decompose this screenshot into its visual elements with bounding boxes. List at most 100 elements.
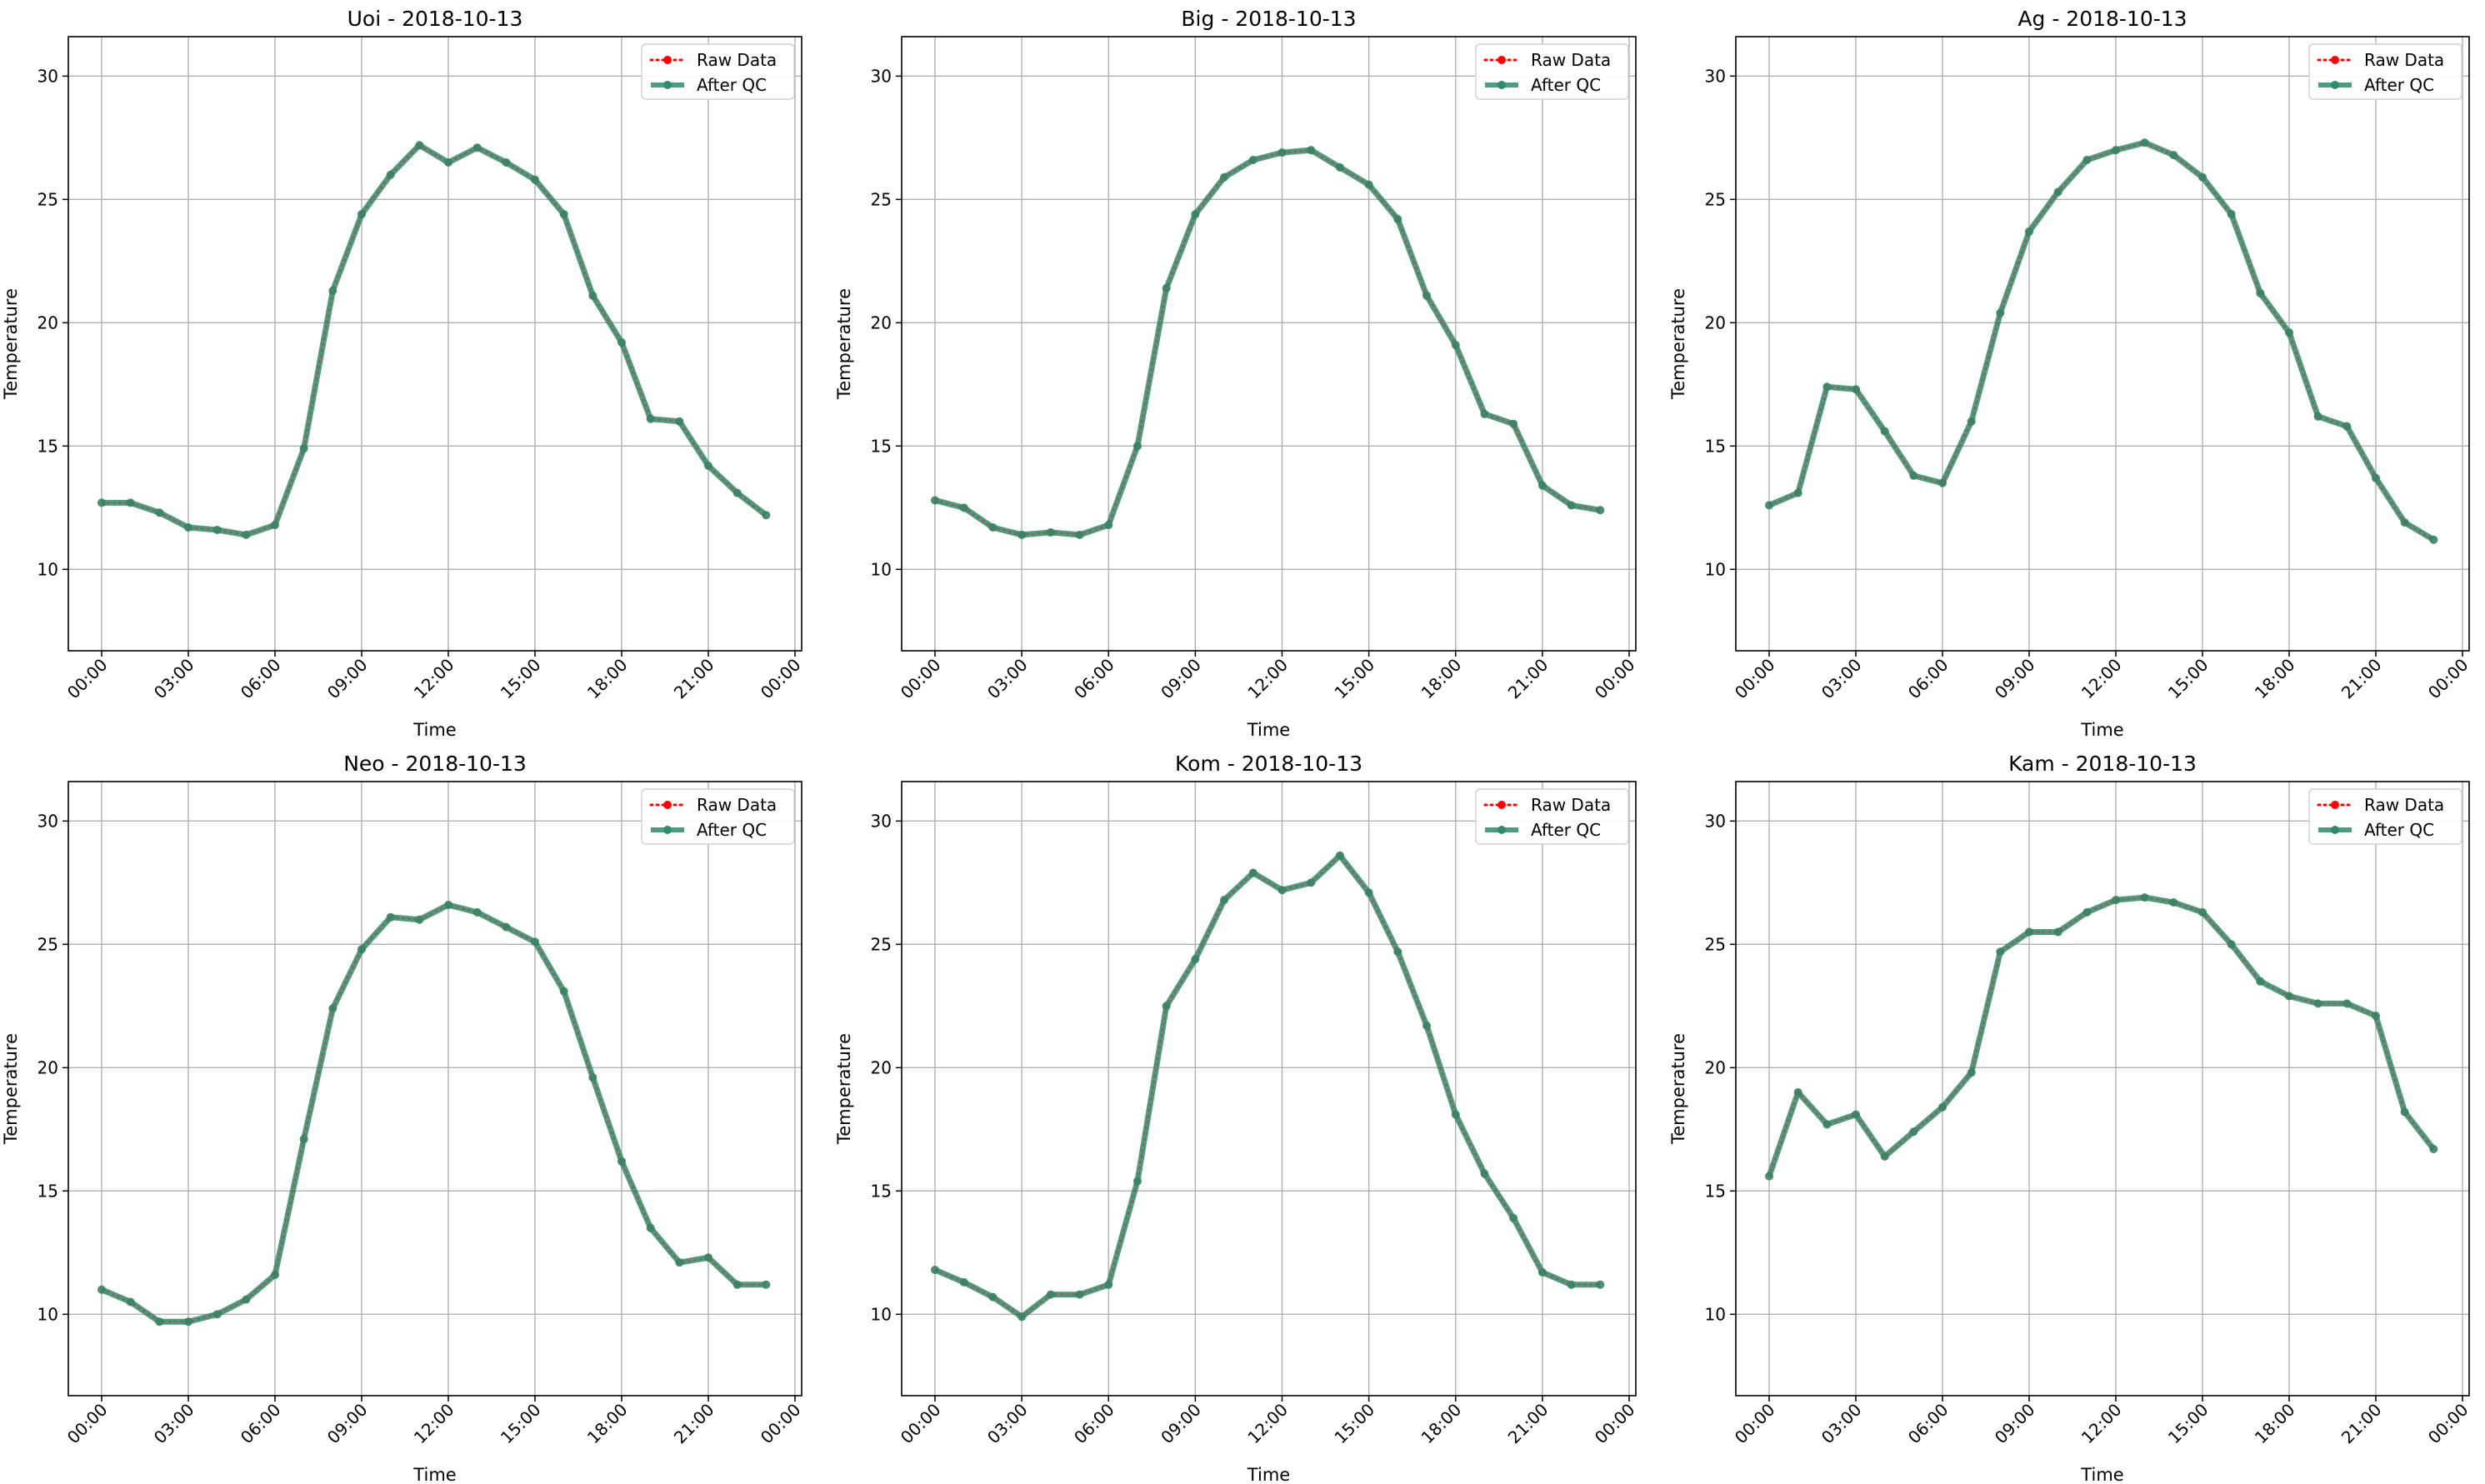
x-tick-label: 06:00 bbox=[1070, 655, 1118, 703]
after-qc-data-point bbox=[1132, 442, 1142, 451]
after-qc-data-point bbox=[1852, 385, 1860, 394]
y-tick-label: 10 bbox=[1705, 1304, 1726, 1324]
after-qc-data-point bbox=[155, 1317, 164, 1327]
x-tick-label: 15:00 bbox=[1330, 655, 1378, 703]
after-qc-data-point bbox=[1393, 947, 1402, 957]
after-qc-data-point bbox=[502, 922, 511, 932]
x-axis-label: Time bbox=[1247, 720, 1290, 740]
after-qc-data-point bbox=[415, 141, 424, 150]
after-qc-data-point bbox=[2342, 422, 2352, 431]
after-qc-data-point bbox=[1509, 419, 1518, 428]
after-qc-data-point bbox=[618, 338, 626, 347]
y-axis-label: Temperature bbox=[1, 1033, 21, 1145]
y-tick-label: 20 bbox=[38, 1057, 58, 1077]
after-qc-data-point bbox=[1335, 851, 1344, 860]
after-qc-data-point bbox=[2372, 1012, 2380, 1021]
chart-panel: 10 15 20 25 30 00:00 03:00 06:00 09:00 12:00 15:00… bbox=[1, 752, 805, 1484]
after-qc-data-point bbox=[1422, 1022, 1432, 1031]
after-qc-data-point bbox=[2256, 977, 2265, 986]
after-qc-data-point bbox=[2112, 896, 2120, 905]
x-tick-label: 21:00 bbox=[1504, 1400, 1552, 1448]
x-tick-label: 00:00 bbox=[897, 655, 945, 703]
x-tick-label: 00:00 bbox=[2424, 655, 2472, 703]
after-qc-data-point bbox=[531, 175, 539, 184]
after-qc-data-point bbox=[559, 210, 568, 219]
after-qc-data-point bbox=[531, 937, 539, 947]
x-tick-label: 15:00 bbox=[1330, 1400, 1378, 1448]
after-qc-data-point bbox=[1278, 148, 1287, 157]
after-qc-data-point bbox=[2198, 172, 2207, 182]
x-tick-label: 15:00 bbox=[2164, 1400, 2212, 1448]
y-tick-label: 20 bbox=[38, 312, 58, 332]
after-qc-data-point bbox=[2082, 155, 2092, 164]
x-tick-label: 00:00 bbox=[757, 1400, 805, 1448]
after-qc-data-point bbox=[2342, 999, 2352, 1008]
after-qc-data-point bbox=[386, 170, 395, 179]
after-qc-data-point bbox=[1422, 291, 1432, 300]
x-tick-label: 00:00 bbox=[63, 655, 112, 703]
legend: Raw Data After QC bbox=[2308, 788, 2462, 845]
after-qc-data-point bbox=[588, 291, 598, 300]
x-axis-label: Time bbox=[2080, 720, 2123, 740]
x-tick-label: 09:00 bbox=[1157, 655, 1205, 703]
series-after-qc-line bbox=[934, 147, 1601, 538]
after-qc-data-point bbox=[2025, 927, 2033, 937]
legend-raw-marker bbox=[663, 801, 672, 809]
legend-qc-label: After QC bbox=[697, 75, 767, 95]
chart-panel: 10 15 20 25 30 00:00 03:00 06:00 09:00 12:00 15:00… bbox=[1668, 7, 2472, 740]
legend-qc-marker bbox=[2331, 81, 2339, 89]
y-tick-label: 20 bbox=[1705, 1057, 1726, 1077]
x-tick-label: 00:00 bbox=[1731, 1400, 1779, 1448]
after-qc-data-point bbox=[1967, 1068, 1976, 1077]
y-tick-label: 25 bbox=[1705, 189, 1726, 209]
x-tick-label: 15:00 bbox=[497, 1400, 545, 1448]
y-tick-label: 25 bbox=[871, 934, 892, 954]
after-qc-data-point bbox=[242, 1295, 251, 1304]
x-tick-label: 21:00 bbox=[670, 655, 718, 703]
series-after-qc-line bbox=[933, 852, 1601, 1320]
after-qc-data-point bbox=[1364, 888, 1373, 897]
after-qc-data-point bbox=[1451, 1110, 1460, 1119]
x-tick-label: 03:00 bbox=[150, 1400, 198, 1448]
after-qc-data-point bbox=[646, 1223, 655, 1232]
y-tick-label: 15 bbox=[1705, 436, 1726, 456]
after-qc-data-point bbox=[2140, 138, 2149, 147]
after-qc-data-point bbox=[1822, 382, 1832, 392]
y-axis-label: Temperature bbox=[1, 288, 21, 400]
y-tick-label: 30 bbox=[1705, 811, 1726, 831]
after-qc-data-point bbox=[588, 1073, 598, 1082]
y-tick-label: 30 bbox=[871, 66, 892, 86]
after-qc-data-point bbox=[732, 488, 742, 497]
after-qc-data-point bbox=[1567, 501, 1576, 510]
legend-raw-marker bbox=[663, 56, 672, 64]
series-after-qc-line bbox=[102, 142, 768, 538]
y-tick-label: 10 bbox=[871, 1304, 892, 1324]
after-qc-data-point bbox=[2256, 288, 2265, 297]
after-qc-data-point bbox=[472, 143, 482, 152]
x-tick-label: 06:00 bbox=[1070, 1400, 1118, 1448]
after-qc-data-point bbox=[988, 523, 998, 532]
after-qc-data-point bbox=[1967, 417, 1976, 426]
after-qc-data-point bbox=[2227, 940, 2236, 949]
legend-qc-marker bbox=[663, 81, 672, 89]
after-qc-data-point bbox=[212, 1310, 222, 1319]
x-tick-label: 21:00 bbox=[2338, 1400, 2386, 1448]
after-qc-data-point bbox=[675, 417, 684, 426]
legend-raw-label: Raw Data bbox=[697, 50, 777, 70]
y-tick-label: 10 bbox=[38, 559, 58, 579]
axes-frame bbox=[1735, 36, 2470, 652]
after-qc-data-point bbox=[1104, 1280, 1113, 1289]
after-qc-data-point bbox=[762, 511, 771, 520]
legend-qc-marker bbox=[1498, 81, 1506, 89]
after-qc-data-point bbox=[2285, 328, 2293, 337]
x-tick-label: 09:00 bbox=[1991, 1400, 2039, 1448]
after-qc-data-point bbox=[1018, 530, 1027, 539]
legend: Raw Data After QC bbox=[641, 788, 795, 845]
after-qc-data-point bbox=[1307, 878, 1316, 887]
legend-raw-marker bbox=[1498, 56, 1506, 64]
x-tick-label: 18:00 bbox=[1418, 655, 1466, 703]
y-tick-label: 30 bbox=[871, 811, 892, 831]
after-qc-data-point bbox=[1793, 488, 1802, 497]
after-qc-data-point bbox=[271, 1270, 279, 1279]
